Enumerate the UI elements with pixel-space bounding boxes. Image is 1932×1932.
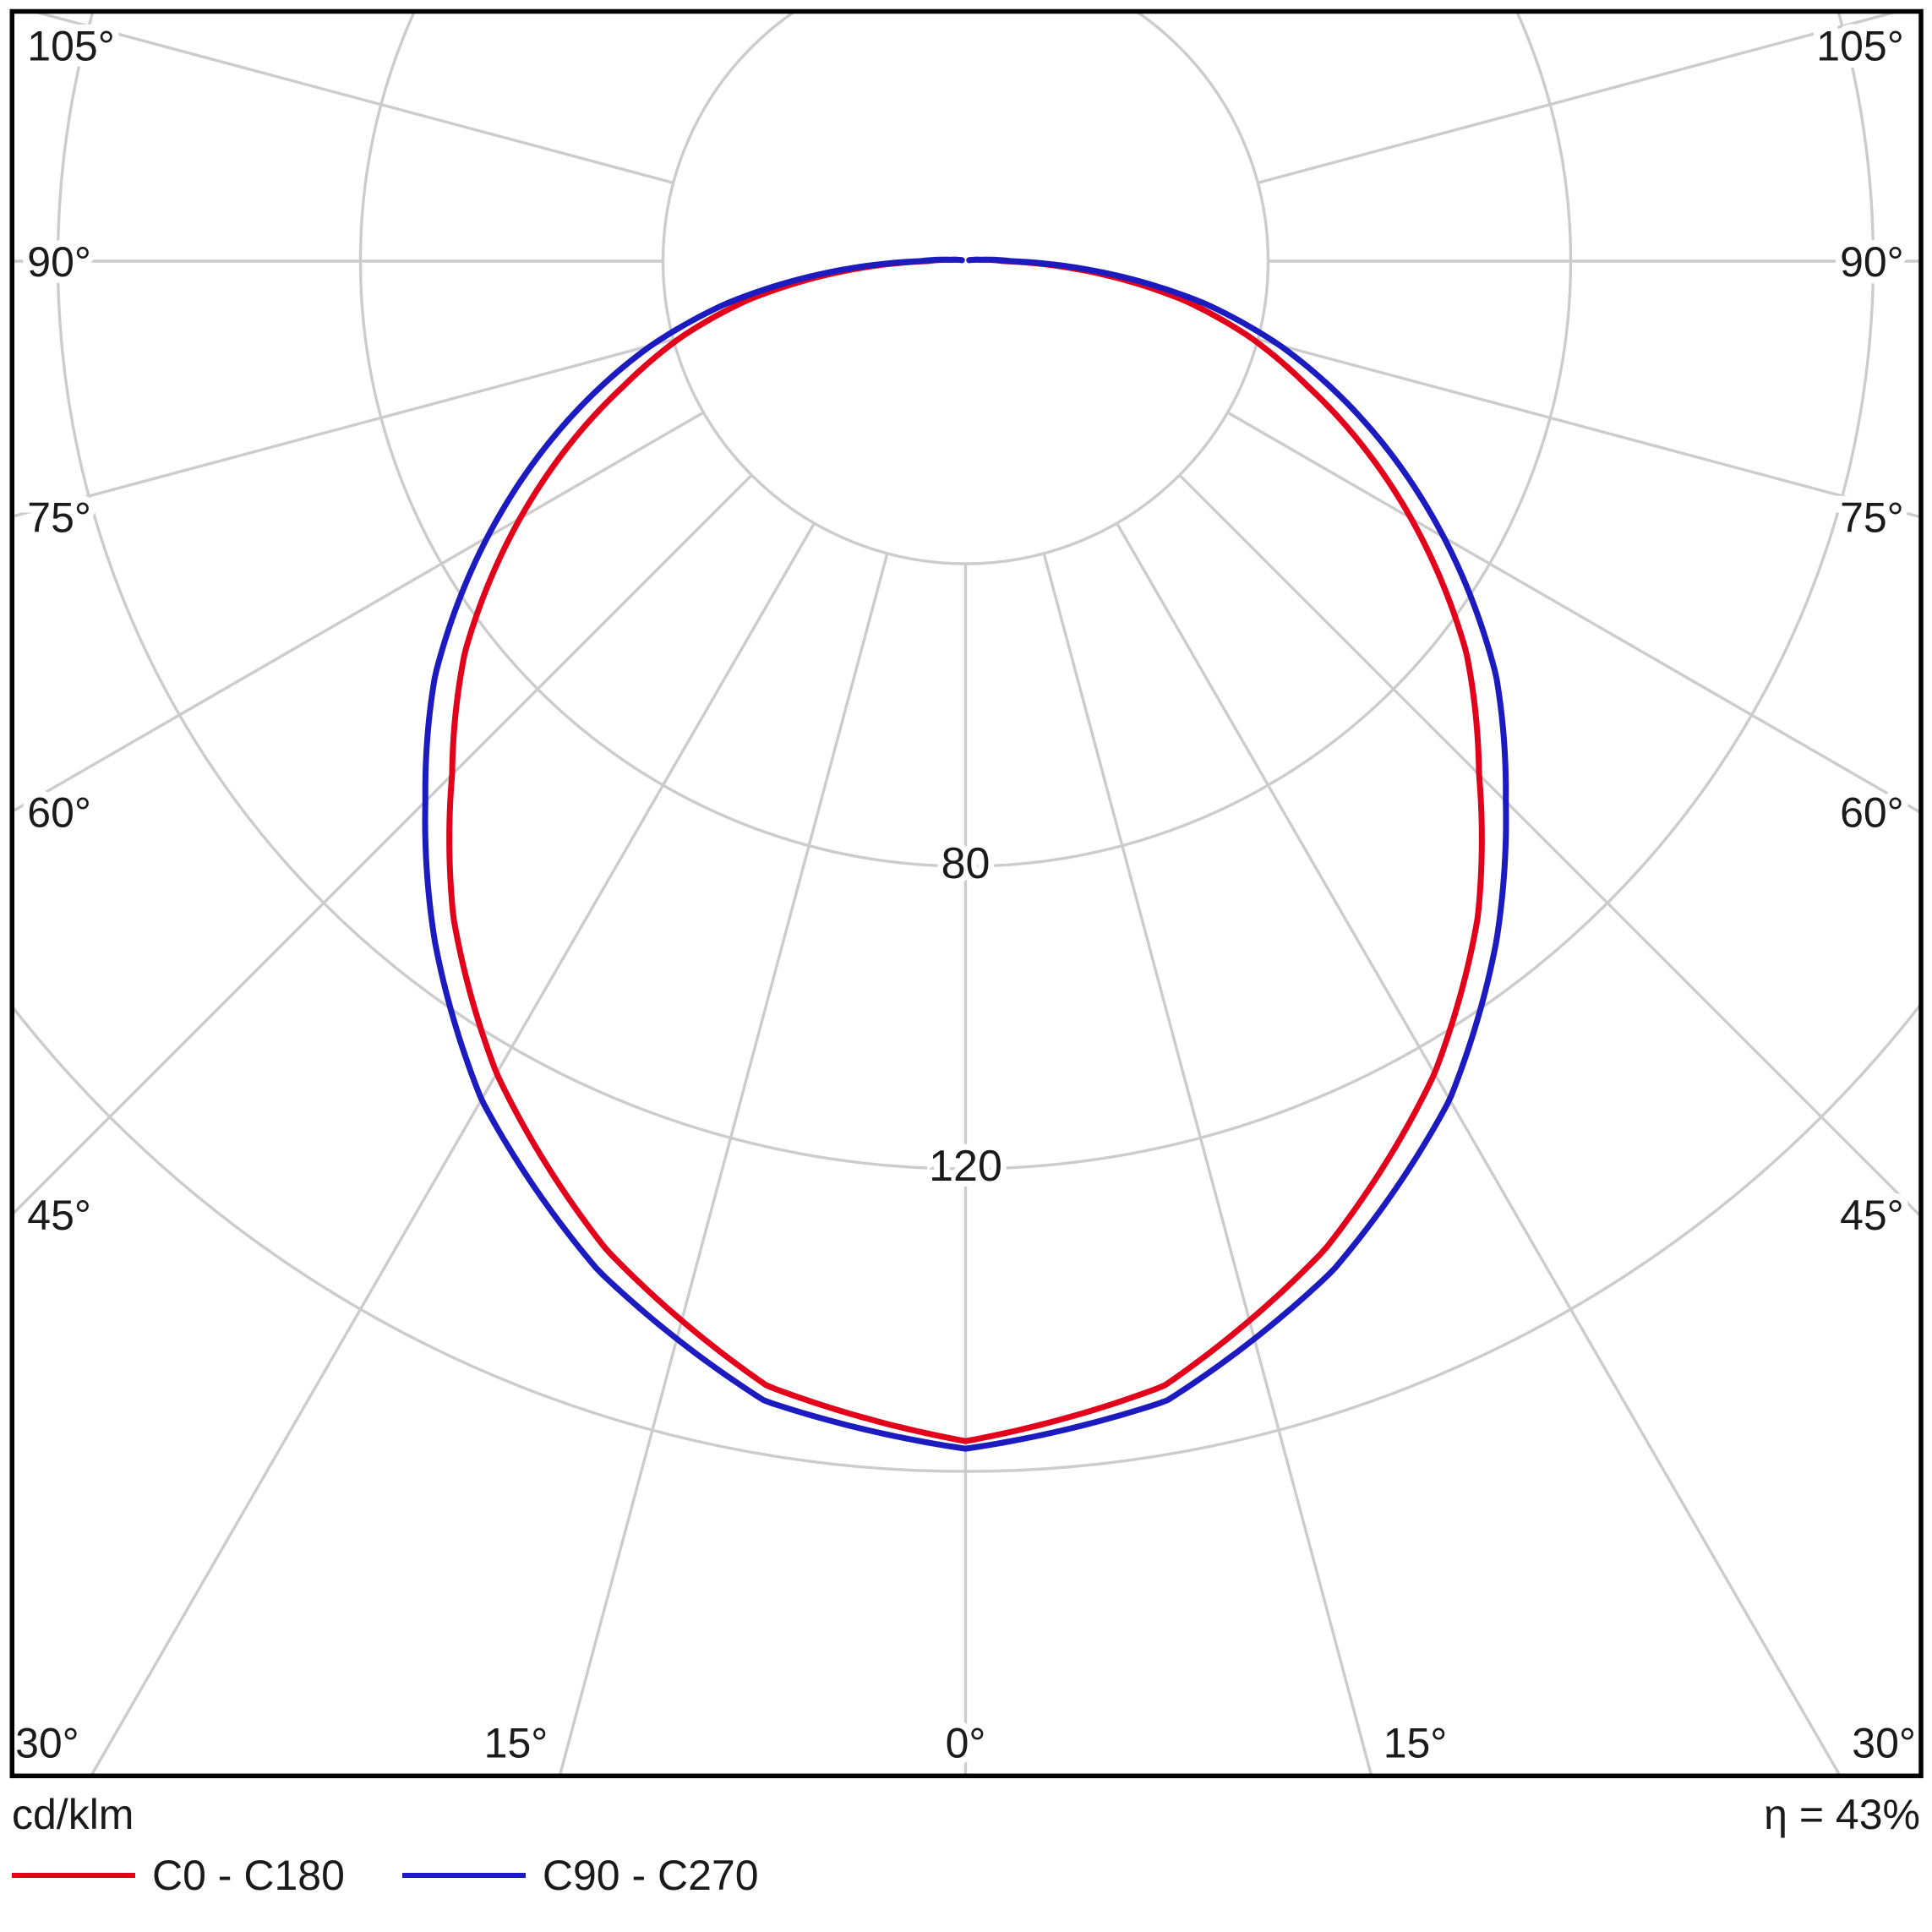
svg-text:30°: 30° [1852, 1719, 1916, 1766]
svg-text:90°: 90° [27, 238, 91, 286]
svg-text:60°: 60° [27, 789, 91, 836]
svg-text:15°: 15° [1384, 1719, 1448, 1766]
svg-text:60°: 60° [1840, 789, 1904, 836]
svg-text:75°: 75° [1840, 494, 1904, 541]
svg-text:0°: 0° [946, 1719, 986, 1766]
svg-text:80: 80 [941, 839, 991, 888]
svg-text:15°: 15° [484, 1719, 548, 1766]
svg-text:105°: 105° [27, 23, 114, 70]
svg-text:30°: 30° [15, 1719, 79, 1766]
svg-text:105°: 105° [1816, 23, 1903, 70]
svg-text:75°: 75° [27, 494, 91, 541]
svg-text:120: 120 [929, 1142, 1002, 1191]
svg-text:45°: 45° [27, 1192, 91, 1239]
svg-text:90°: 90° [1840, 238, 1904, 286]
svg-text:45°: 45° [1840, 1192, 1904, 1239]
